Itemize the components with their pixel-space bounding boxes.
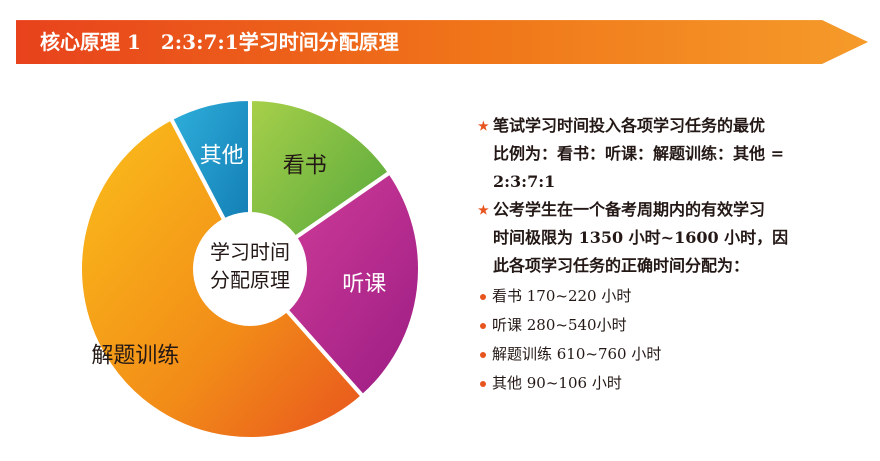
time-item: 听课 280~540小时	[478, 311, 878, 340]
note-line: 公考学生在一个备考周期内的有效学习	[493, 200, 766, 219]
time-item: 解题训练 610~760 小时	[478, 340, 878, 369]
pie-slice-2	[248, 170, 422, 399]
slice-label-3: 解题训练	[91, 343, 179, 368]
center-label-line-2: 分配原理	[210, 268, 290, 292]
note-line: 时间极限为 1350 小时~1600 小时，因	[493, 228, 789, 247]
page-title: 核心原理 1 2:3:7:1学习时间分配原理	[40, 30, 399, 54]
center-label-line-1: 学习时间	[210, 240, 290, 264]
slice-label-2: 听课	[342, 272, 386, 297]
bullet-dot-icon	[480, 323, 486, 329]
banner-arrow-shape	[16, 19, 868, 64]
time-item-label: 解题训练 610~760 小时	[492, 345, 662, 363]
slice-label-4: 其他	[200, 143, 244, 168]
time-item: 其他 90~106 小时	[478, 369, 878, 398]
note-line: 比例为：看书：听课：解题训练：其他 =	[493, 144, 784, 163]
note-point: ★ 公考学生在一个备考周期内的有效学习 时间极限为 1350 小时~1600 小…	[478, 196, 878, 280]
star-icon: ★	[478, 119, 489, 133]
bullet-dot-icon	[480, 294, 486, 300]
note-point: ★ 笔试学习时间投入各项学习任务的最优 比例为：看书：听课：解题训练：其他 = …	[478, 112, 878, 196]
bullet-dot-icon	[480, 352, 486, 358]
time-item-label: 听课 280~540小时	[492, 316, 627, 334]
note-line: 笔试学习时间投入各项学习任务的最优	[493, 116, 766, 135]
note-line: 2:3:7:1	[493, 172, 556, 191]
time-item: 看书 170~220 小时	[478, 282, 878, 311]
time-item-label: 其他 90~106 小时	[492, 374, 622, 392]
slice-label-1: 看书	[283, 154, 327, 179]
star-icon: ★	[478, 203, 489, 217]
time-item-label: 看书 170~220 小时	[492, 287, 632, 305]
notes-panel: ★ 笔试学习时间投入各项学习任务的最优 比例为：看书：听课：解题训练：其他 = …	[478, 112, 878, 398]
bullet-dot-icon	[480, 381, 486, 387]
donut-hole	[193, 212, 307, 326]
note-line: 此各项学习任务的正确时间分配为：	[493, 256, 750, 275]
